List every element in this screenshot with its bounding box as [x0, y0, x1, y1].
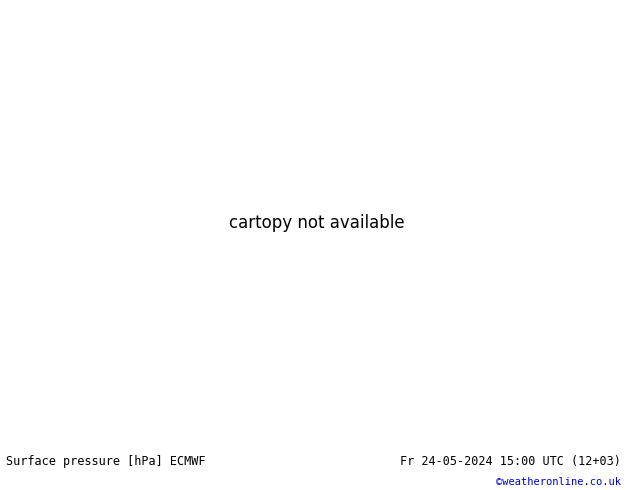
- Text: Fr 24-05-2024 15:00 UTC (12+03): Fr 24-05-2024 15:00 UTC (12+03): [401, 455, 621, 468]
- Text: cartopy not available: cartopy not available: [229, 214, 405, 232]
- Text: ©weatheronline.co.uk: ©weatheronline.co.uk: [496, 477, 621, 487]
- Text: Surface pressure [hPa] ECMWF: Surface pressure [hPa] ECMWF: [6, 455, 206, 468]
